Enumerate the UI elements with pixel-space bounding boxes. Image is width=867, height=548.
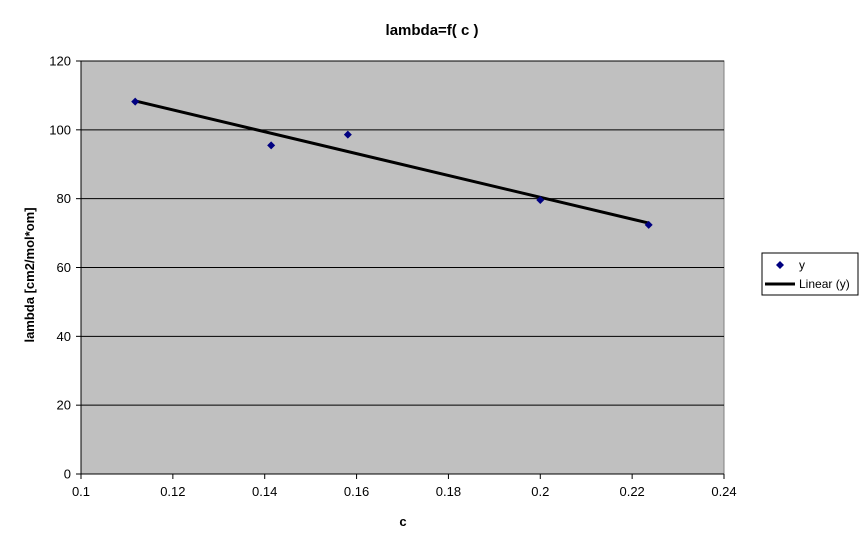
y-tick-label: 120 [49, 54, 71, 69]
y-tick-label: 80 [57, 191, 71, 206]
x-tick-label: 0.1 [72, 484, 90, 499]
data-point [131, 97, 140, 106]
x-axis-label: c [399, 514, 406, 529]
y-tick-label: 60 [57, 260, 71, 275]
legend-marker-y [776, 261, 784, 269]
data-point [644, 220, 653, 229]
gridlines [81, 60, 724, 406]
axes [76, 60, 725, 479]
trendline-linear-y [134, 99, 650, 225]
x-tick-label: 0.2 [531, 484, 549, 499]
y-tick-label: 0 [64, 467, 71, 482]
x-tick-label: 0.14 [252, 484, 277, 499]
y-tick-label: 20 [57, 398, 71, 413]
x-tick-label: 0.18 [436, 484, 461, 499]
chart-title: lambda=f( c ) [386, 22, 479, 39]
tick-labels: 0 20 40 60 80 100 120 0.1 0.12 0.14 0.16 0.18 0.2 0.2… [49, 54, 736, 500]
data-point [536, 196, 545, 205]
data-series [131, 97, 653, 229]
legend-label-y: y [799, 258, 805, 272]
y-axis-label: lambda [cm2/mol*om] [22, 207, 37, 342]
legend-box [761, 252, 859, 296]
y-tick-label: 40 [57, 329, 71, 344]
x-tick-label: 0.22 [619, 484, 644, 499]
data-point [343, 130, 352, 139]
x-tick-label: 0.24 [711, 484, 736, 499]
legend: y Linear (y) [761, 252, 859, 296]
x-tick-label: 0.12 [160, 484, 185, 499]
y-tick-label: 100 [49, 122, 71, 137]
data-point [267, 141, 276, 150]
x-tick-label: 0.16 [344, 484, 369, 499]
legend-label-linear: Linear (y) [799, 277, 850, 291]
